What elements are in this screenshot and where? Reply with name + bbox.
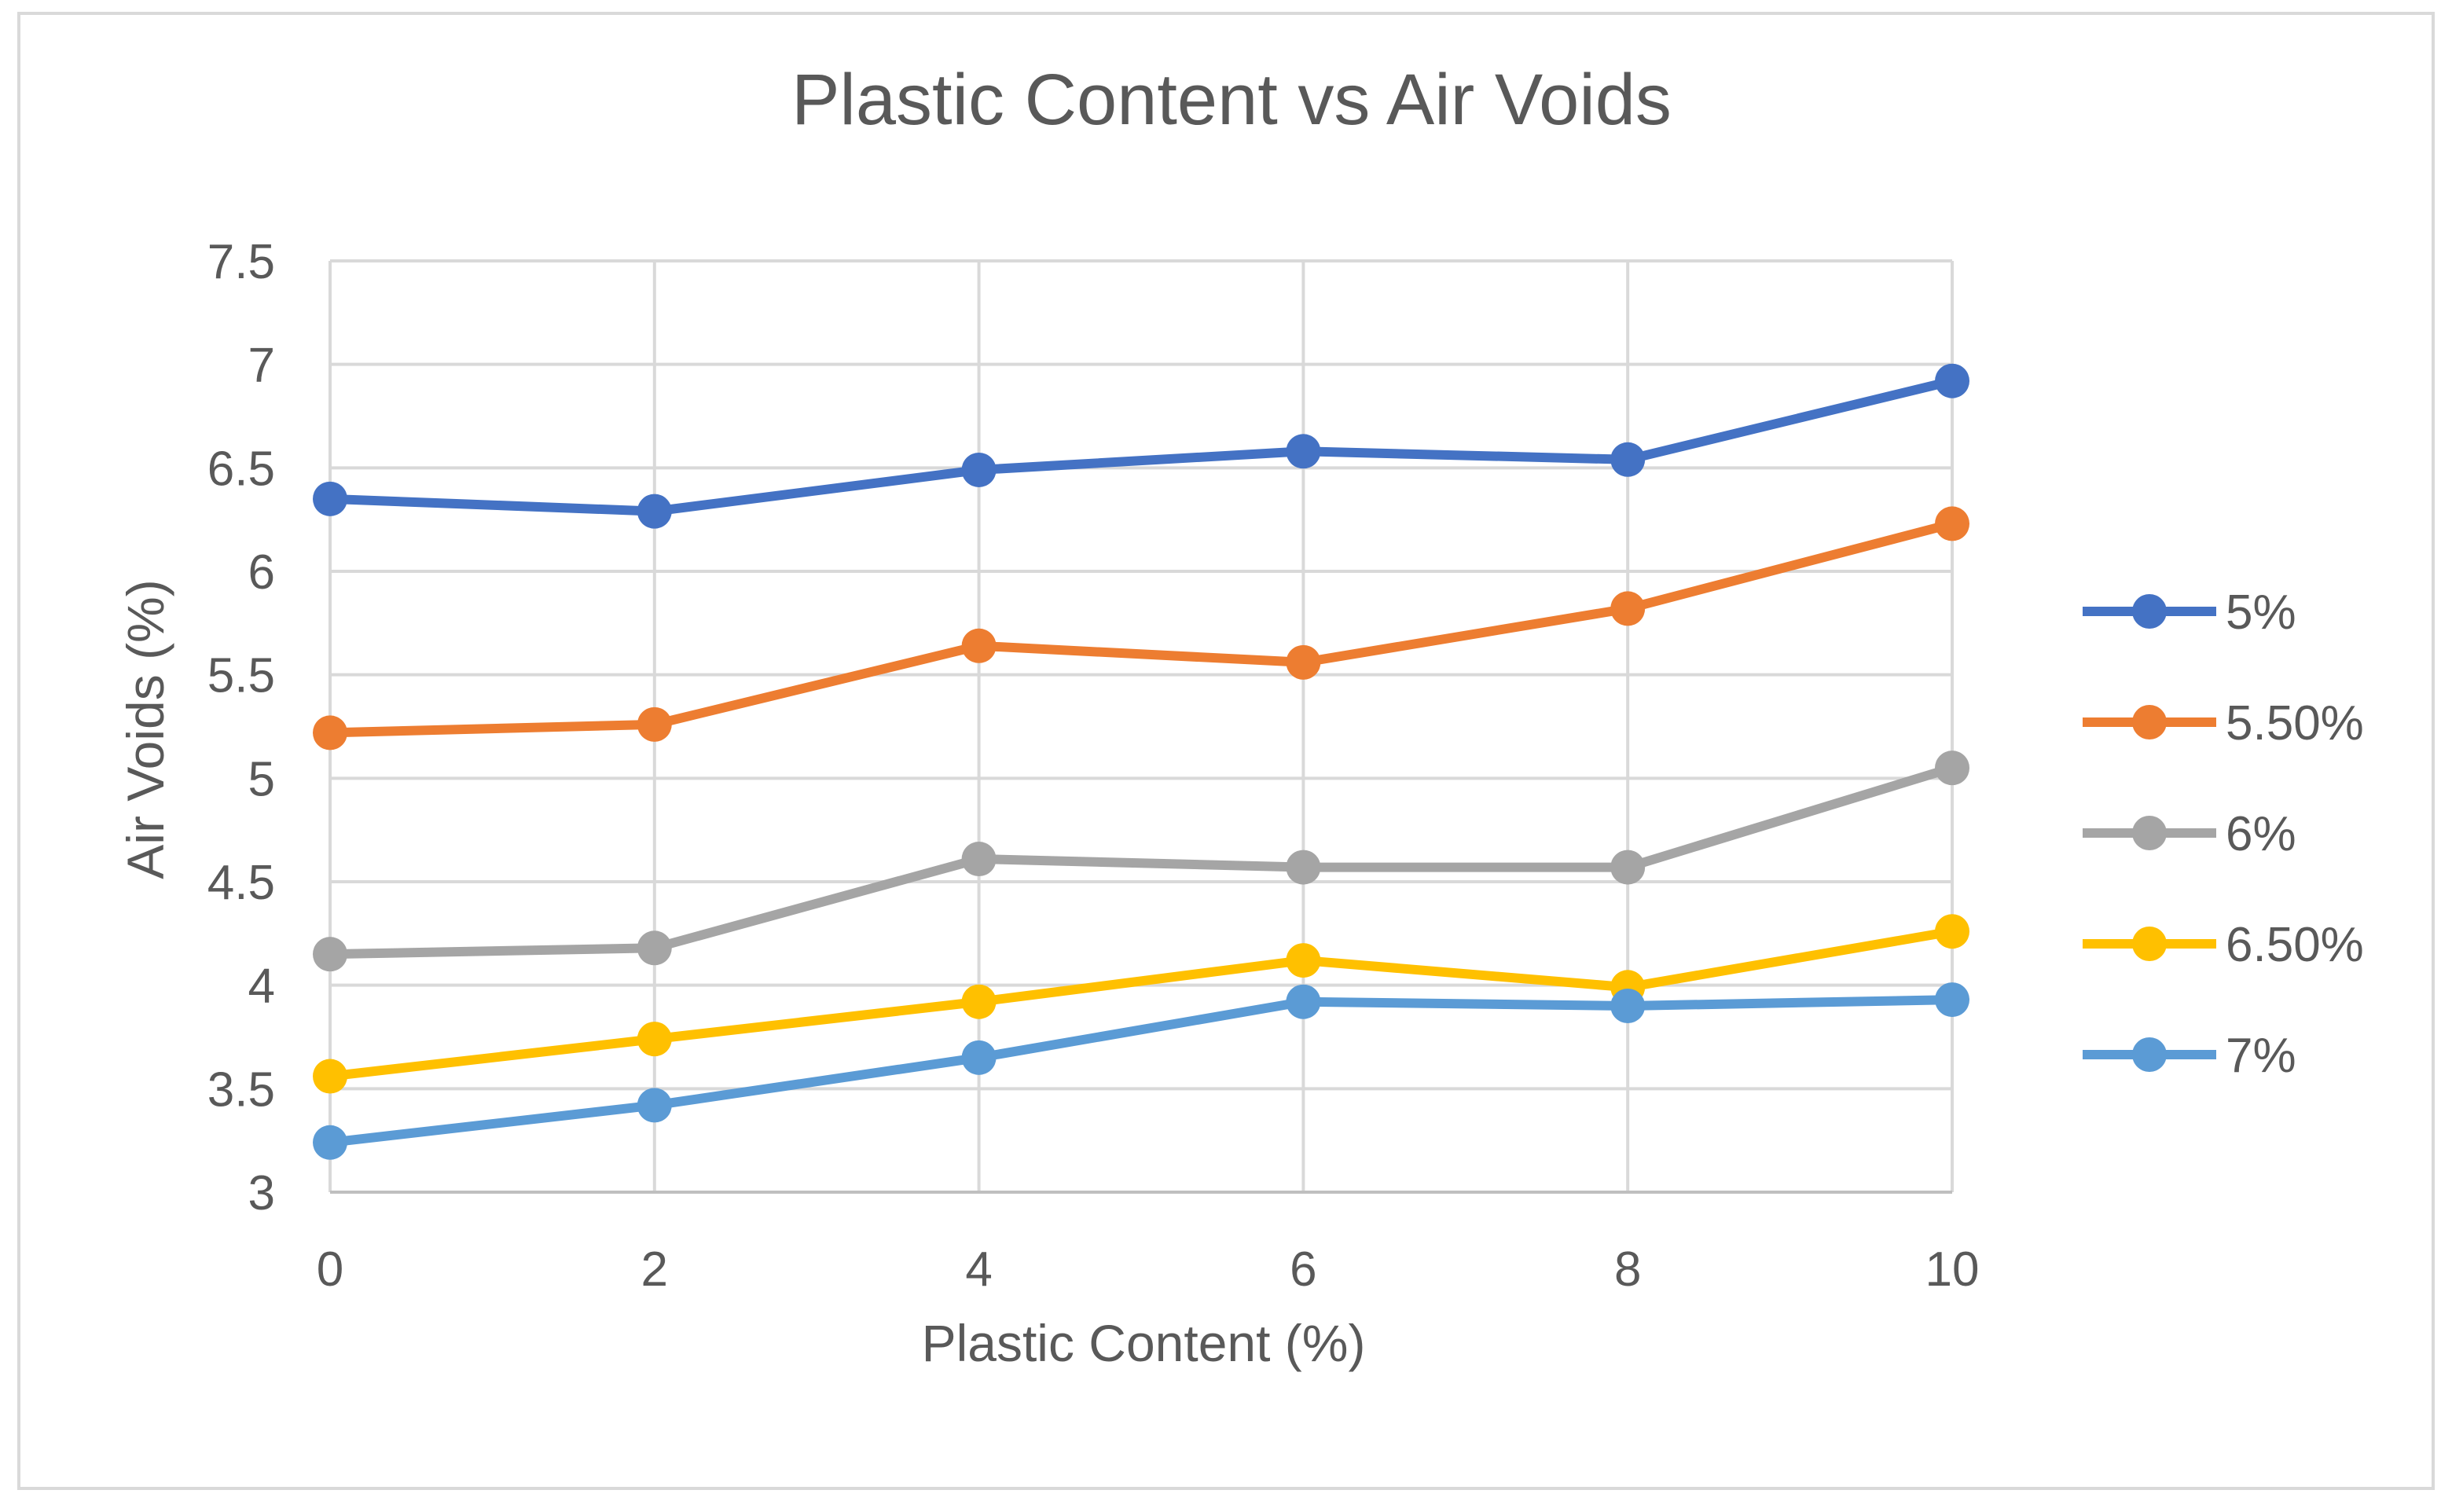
data-point-marker — [637, 1022, 672, 1057]
x-tick-label: 0 — [317, 1242, 343, 1297]
x-tick-label: 6 — [1290, 1242, 1316, 1297]
y-tick-label: 6.5 — [207, 442, 275, 496]
series-line — [325, 927, 1957, 1081]
legend-label: 6% — [2226, 807, 2296, 861]
data-point-marker — [637, 1088, 672, 1123]
data-point-marker — [637, 930, 672, 966]
chart-frame — [17, 12, 2435, 1490]
data-point-marker — [313, 1125, 347, 1160]
data-point-marker — [637, 706, 672, 742]
legend-label: 7% — [2226, 1029, 2296, 1083]
y-tick-label: 5.5 — [207, 649, 275, 703]
x-axis-tick-labels: 0 2 4 6 8 10 — [317, 1242, 1980, 1297]
y-tick-label: 4 — [248, 960, 275, 1014]
legend-label: 5.50% — [2226, 696, 2364, 750]
data-point-marker — [313, 481, 347, 516]
y-tick-label: 4.5 — [207, 856, 275, 910]
data-point-marker — [1935, 506, 1969, 541]
y-tick-label: 5 — [248, 752, 275, 806]
data-point-marker — [1610, 442, 1646, 477]
legend-marker-swatch — [2132, 594, 2167, 629]
series-line — [325, 376, 1957, 516]
legend: 5% 5.50% 6% 6.50% 7% — [2083, 585, 2364, 1083]
series-3 — [313, 750, 1969, 972]
legend-label: 5% — [2226, 585, 2296, 640]
series-line — [325, 519, 1957, 738]
x-tick-label: 10 — [1925, 1242, 1980, 1297]
y-axis-tick-labels: 3 3.5 4 4.5 5 5.5 6 6.5 7 7.5 — [207, 235, 275, 1220]
legend-marker-swatch — [2132, 1037, 2167, 1072]
legend-item: 5.50% — [2083, 696, 2364, 750]
data-point-marker — [1935, 363, 1969, 398]
chart-title: Plastic Content vs Air Voids — [791, 60, 1672, 140]
data-point-marker — [1286, 850, 1321, 885]
data-point-marker — [1935, 982, 1969, 1018]
x-tick-label: 4 — [965, 1242, 992, 1297]
legend-item: 7% — [2083, 1029, 2296, 1083]
data-point-marker — [313, 1059, 347, 1094]
data-point-marker — [313, 937, 347, 972]
legend-marker-swatch — [2132, 927, 2167, 961]
data-point-marker — [1286, 943, 1321, 978]
data-point-marker — [961, 984, 997, 1019]
legend-item: 5% — [2083, 585, 2296, 640]
series-2 — [313, 506, 1969, 750]
data-point-marker — [1286, 434, 1321, 469]
y-tick-label: 7 — [248, 339, 275, 393]
x-tick-label: 8 — [1614, 1242, 1641, 1297]
legend-marker-swatch — [2132, 705, 2167, 739]
data-point-marker — [313, 715, 347, 750]
data-point-marker — [1610, 989, 1646, 1023]
data-point-marker — [961, 842, 997, 877]
data-point-marker — [1286, 984, 1321, 1019]
x-tick-label: 2 — [641, 1242, 668, 1297]
y-tick-label: 7.5 — [207, 235, 275, 289]
series-group — [313, 363, 1969, 1160]
data-point-marker — [961, 452, 997, 487]
data-point-marker — [961, 628, 997, 663]
data-point-marker — [1935, 914, 1969, 949]
series-line — [325, 995, 1957, 1147]
data-point-marker — [961, 1040, 997, 1075]
legend-marker-swatch — [2132, 816, 2167, 850]
data-point-marker — [1935, 750, 1969, 786]
series-5 — [313, 982, 1969, 1160]
series-1 — [313, 363, 1969, 529]
y-tick-label: 6 — [248, 545, 275, 600]
data-point-marker — [1610, 591, 1646, 626]
data-point-marker — [1286, 644, 1321, 680]
legend-item: 6% — [2083, 807, 2296, 861]
x-axis-title: Plastic Content (%) — [922, 1314, 1366, 1372]
series-line — [325, 763, 1957, 960]
data-point-marker — [637, 494, 672, 529]
y-tick-label: 3.5 — [207, 1062, 275, 1117]
y-tick-label: 3 — [248, 1166, 275, 1220]
legend-item: 6.50% — [2083, 918, 2364, 972]
legend-label: 6.50% — [2226, 918, 2364, 972]
y-axis-title: Air Voids (%) — [116, 579, 174, 879]
data-point-marker — [1610, 850, 1646, 885]
